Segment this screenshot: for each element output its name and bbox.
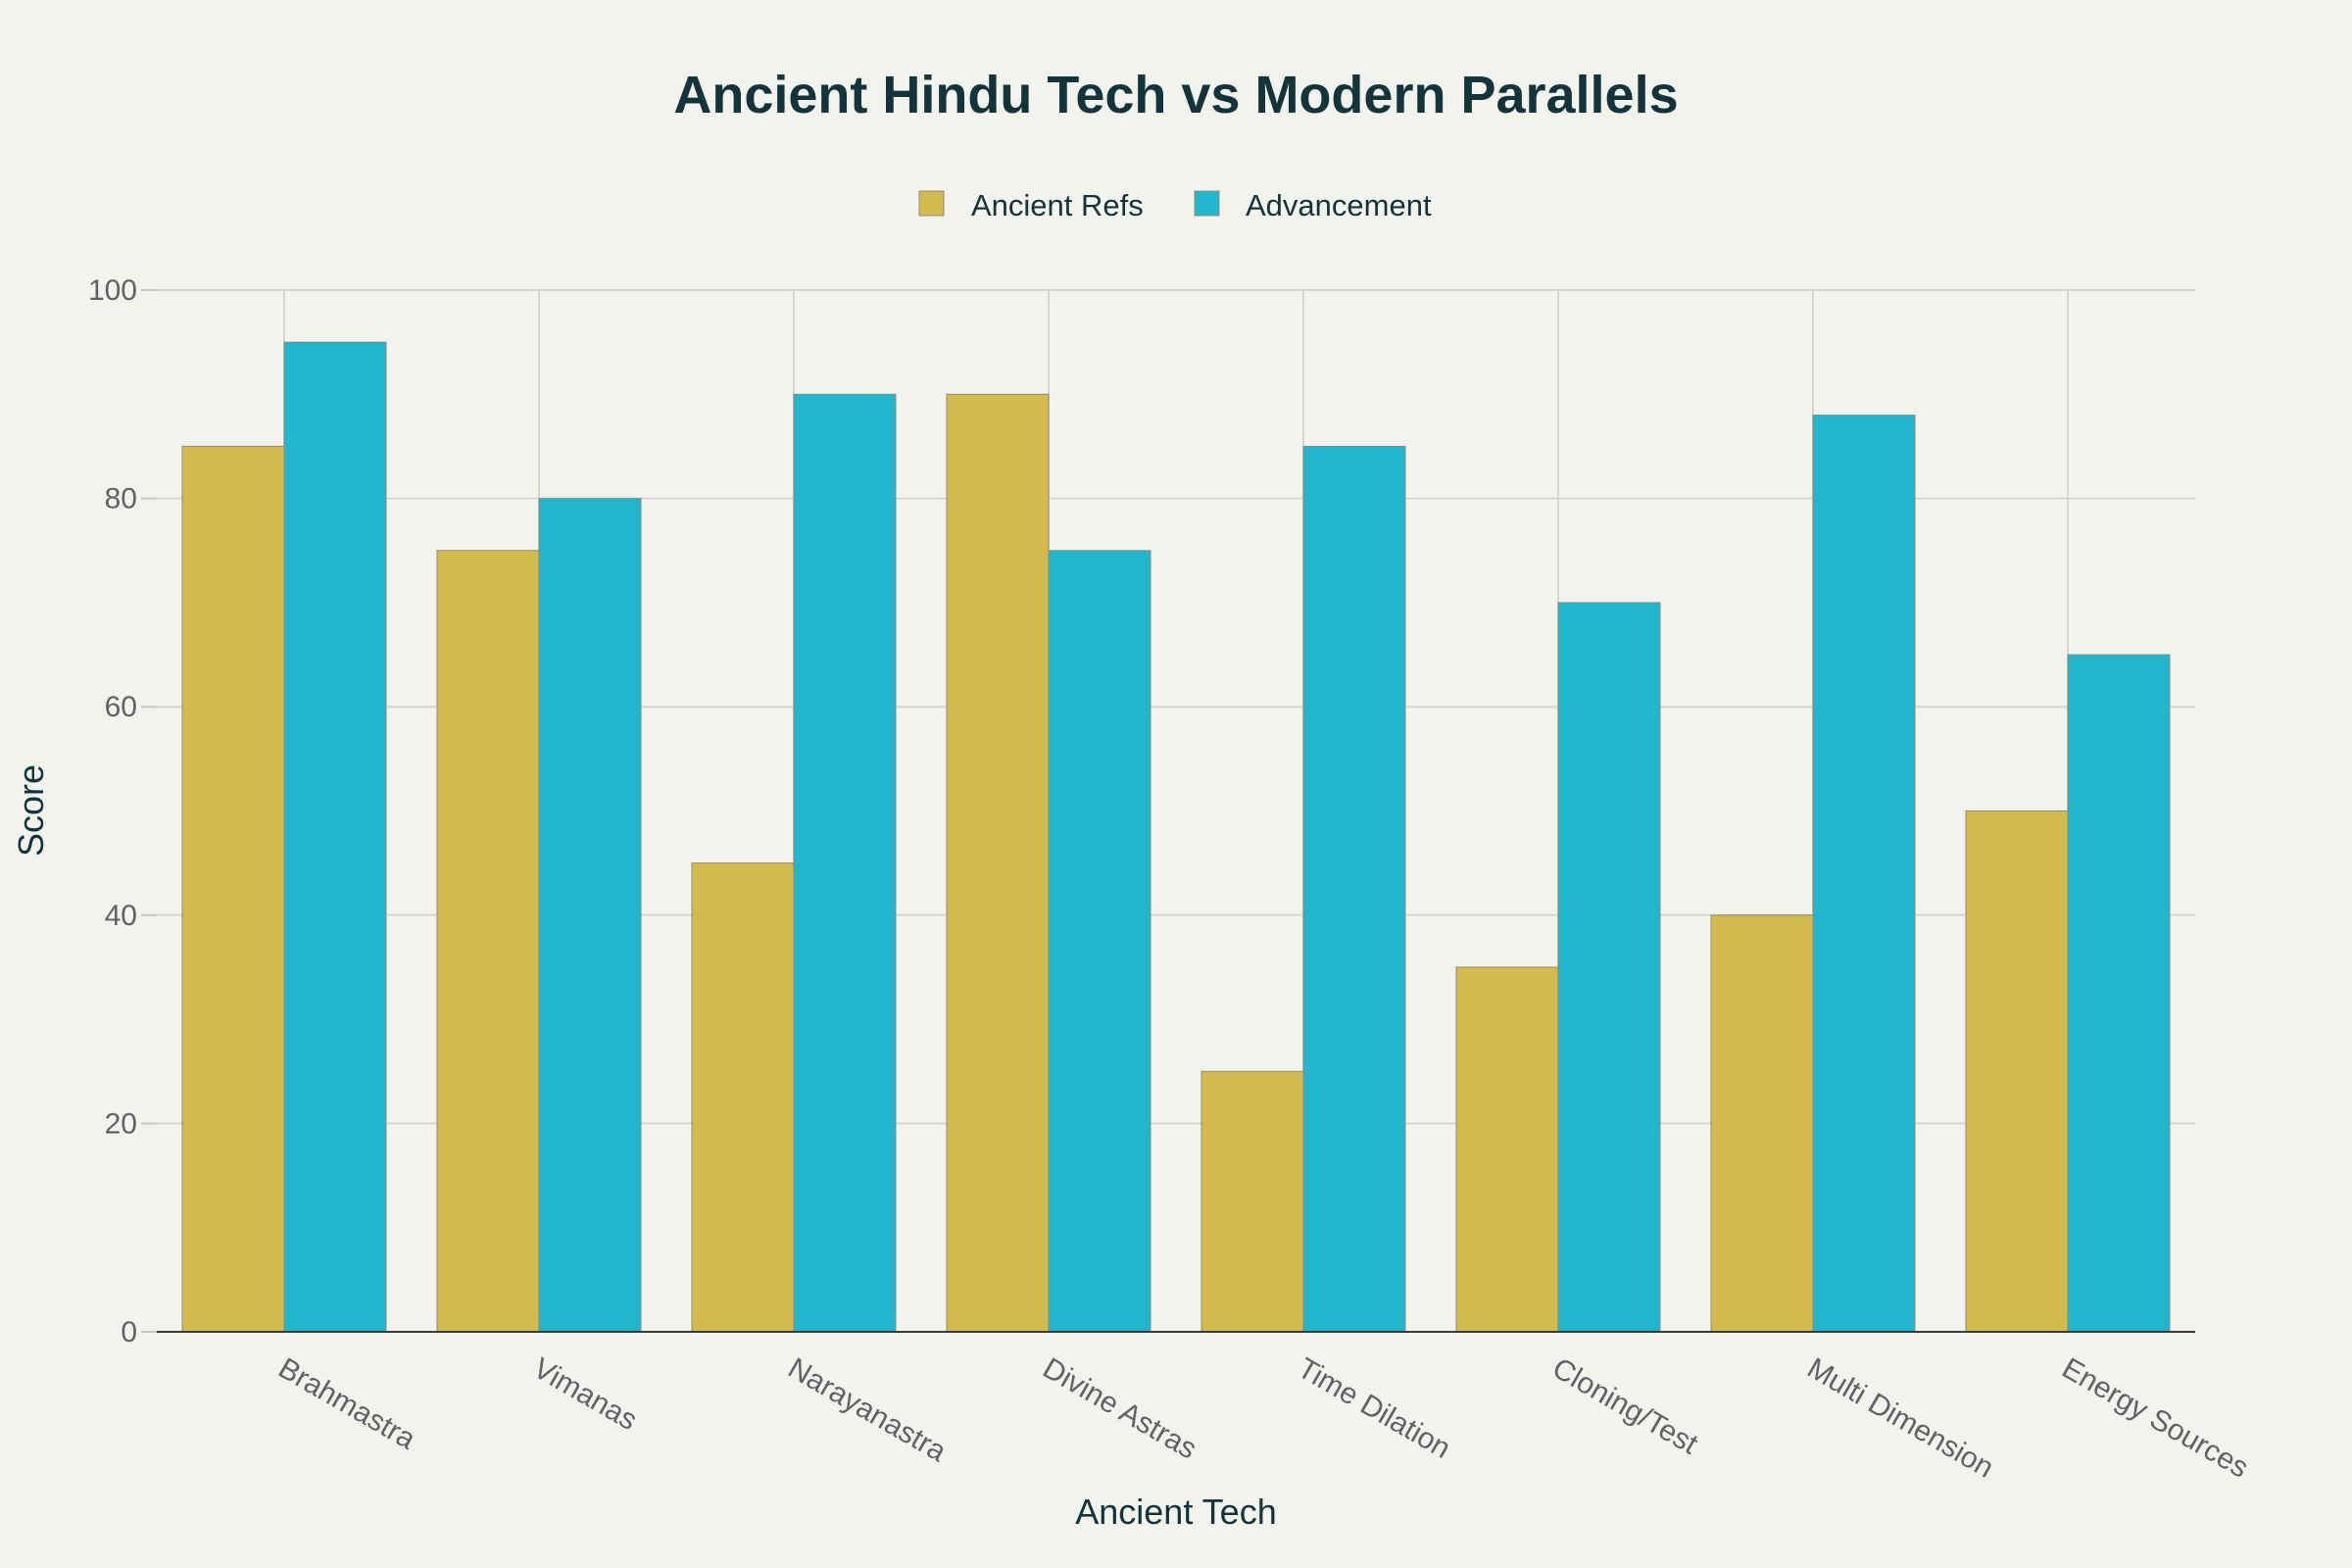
bar-advancement-energy-sources: [2067, 654, 2171, 1333]
legend-swatch-ancient-refs: [918, 190, 945, 217]
y-tick-label-20: 20: [105, 1107, 137, 1140]
bar-advancement-time-dilation: [1302, 445, 1406, 1333]
y-axis-ticks: 0 20 40 60 80 100: [88, 274, 157, 1348]
bar-ancient-refs-narayanastra: [691, 862, 795, 1333]
y-tick-label-40: 40: [105, 900, 137, 932]
legend-label-advancement: Advancement: [1246, 188, 1432, 222]
y-tick-label-0: 0: [121, 1316, 137, 1348]
bar-advancement-vimanas: [538, 498, 642, 1333]
bars: [181, 341, 2171, 1333]
bar-advancement-narayanastra: [793, 393, 897, 1333]
bar-ancient-refs-brahmastra: [181, 445, 285, 1333]
bar-ancient-refs-time-dilation: [1200, 1070, 1304, 1333]
bar-ancient-refs-multi-dimension: [1710, 914, 1814, 1333]
legend-label-ancient-refs: Ancient Refs: [971, 188, 1144, 222]
x-axis-title: Ancient Tech: [1075, 1492, 1276, 1532]
bar-advancement-divine-astras: [1048, 550, 1152, 1333]
y-axis-title: Score: [11, 764, 51, 857]
y-tick-label-80: 80: [105, 483, 137, 515]
bar-advancement-brahmastra: [283, 341, 387, 1333]
bar-ancient-refs-cloning-test: [1455, 966, 1559, 1333]
bar-ancient-refs-divine-astras: [946, 393, 1050, 1333]
y-tick-label-60: 60: [105, 691, 137, 723]
legend-swatch-advancement: [1194, 190, 1220, 217]
y-tick-label-100: 100: [88, 274, 137, 307]
legend: Ancient Refs Advancement: [918, 188, 1432, 222]
bar-ancient-refs-energy-sources: [1965, 810, 2069, 1333]
bar-advancement-multi-dimension: [1812, 415, 1916, 1333]
chart-title: Ancient Hindu Tech vs Modern Parallels: [673, 66, 1678, 124]
bar-advancement-cloning-test: [1557, 602, 1661, 1333]
bar-ancient-refs-vimanas: [436, 550, 540, 1333]
